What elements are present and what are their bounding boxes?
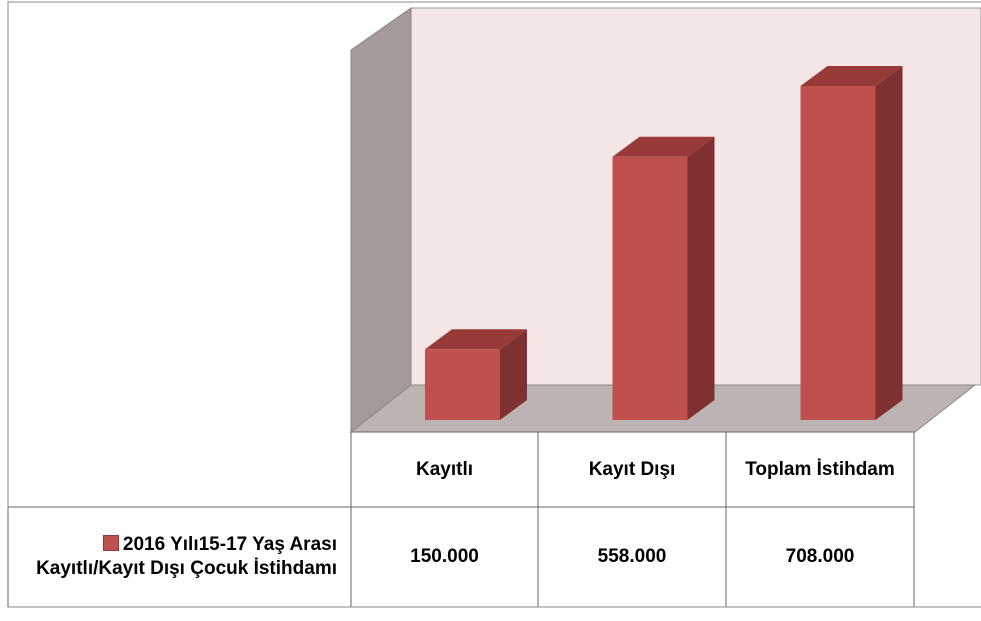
category-label: Kayıtlı [415,458,474,480]
category-label: Kayıt Dışı [588,458,676,480]
bar-side [500,329,527,420]
bar [425,349,500,420]
value-label: 558.000 [597,546,667,567]
table-grid [7,431,915,607]
value-label: 708.000 [785,546,855,567]
bar-top [612,136,715,157]
legend-swatch [102,535,119,551]
bar [612,156,688,421]
legend-label: 2016 Yılı15-17 Yaş Arası Kayıtlı/Kayıt D… [36,534,337,579]
chart-border [7,1,981,608]
bar-side [687,136,715,421]
bar-side [875,66,903,420]
legend-entry: 2016 Yılı15-17 Yaş Arası Kayıtlı/Kayıt D… [8,507,351,607]
bar-top [425,329,527,350]
bar [800,86,876,420]
side-wall [350,7,412,434]
bar-top [800,66,903,86]
category-label: Toplam İstihdam [745,458,895,480]
value-label: 150.000 [410,546,479,567]
